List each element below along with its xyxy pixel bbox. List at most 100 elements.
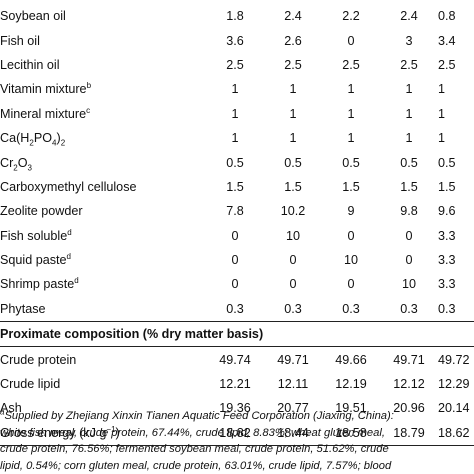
cell-value: 18.79	[380, 420, 438, 447]
cell-value: 20.77	[277, 401, 309, 416]
cell-value: 1	[438, 82, 446, 97]
cell-value: 2.5	[438, 57, 456, 72]
cell-value: 1	[405, 106, 413, 121]
cell-value: 0.8	[438, 9, 456, 24]
table-row: Fish solubled 0 10 0 0 3.3	[0, 224, 474, 248]
row-label-text: Ash	[0, 401, 22, 416]
row-label: Fish oil	[0, 28, 206, 52]
cell-value: 1.5	[284, 179, 302, 194]
cell-value: 2.4	[284, 9, 302, 24]
cell-value: 18.44	[264, 420, 322, 447]
table-row: Ca(H2PO4)2 1 1 1 1 1	[0, 126, 474, 150]
cell-value: 2.5	[284, 57, 302, 72]
cell-value: 1.5	[400, 179, 418, 194]
row-label-text: Squid paste	[0, 253, 67, 268]
cell-value: 18.58	[322, 420, 380, 447]
cell-value: 20.96	[393, 401, 425, 416]
footnote-text: Supplied by Zhejiang Xinxin Tianen Aquat…	[4, 410, 394, 422]
cell-value: 1	[231, 131, 239, 146]
cell-value: 12.12	[393, 377, 425, 392]
cell-value: 18.62	[438, 420, 474, 447]
table-row: Carboxymethyl cellulose 1.5 1.5 1.5 1.5 1.5	[0, 175, 474, 199]
cell-value: 12.29	[438, 377, 470, 392]
row-label: Shrimp pasted	[0, 272, 206, 296]
cell-value: 1	[289, 82, 297, 97]
row-label-text: Lecithin oil	[0, 57, 60, 72]
cell-value: 2.4	[400, 9, 418, 24]
table-row: Squid pasted 0 0 10 0 3.3	[0, 248, 474, 272]
cell-value: 1	[231, 82, 239, 97]
cell-value: 2.5	[400, 57, 418, 72]
table-row: Fish oil 3.6 2.6 0 3 3.4	[0, 28, 474, 52]
row-label-text: Zeolite powder	[0, 204, 83, 219]
cell-value: 0	[289, 277, 297, 292]
table-row: Crude lipid 12.21 12.11 12.19 12.12 12.29	[0, 372, 474, 396]
row-label-text: Carboxymethyl cellulose	[0, 179, 137, 194]
cell-value: 0.3	[226, 301, 244, 316]
row-label: Zeolite powder	[0, 199, 206, 223]
cropped-header-remnant: ′ ′ ′ ′ ′	[0, 0, 474, 4]
cell-value: 1	[289, 131, 297, 146]
footnote-ref: d	[66, 251, 71, 261]
table-footnote: aSupplied by Zhejiang Xinxin Tianen Aqua…	[0, 408, 474, 474]
row-label: Fish solubled	[0, 224, 206, 248]
cell-value: 19.51	[335, 401, 367, 416]
footnote-ref: c	[86, 105, 91, 115]
cell-value: 3	[405, 33, 413, 48]
cell-value: 0.5	[226, 155, 244, 170]
cell-value: 0	[347, 277, 355, 292]
row-label-text: Fish oil	[0, 33, 40, 48]
cell-value: 12.11	[277, 377, 309, 392]
footnote-ref: b	[86, 81, 92, 91]
cell-value: 1	[289, 106, 297, 121]
cell-value: 1.8	[226, 9, 244, 24]
proximate-section-header: Proximate composition (% dry matter basi…	[0, 321, 474, 347]
cell-value: 0.3	[284, 301, 302, 316]
row-label: Vitamin mixtureb	[0, 77, 206, 101]
row-label: Cr2O3	[0, 155, 32, 173]
footnote-line: white fish meal, crude protein, 67.44%, …	[0, 426, 385, 439]
cell-value: 20.14	[438, 401, 470, 416]
cell-value: 7.8	[226, 204, 244, 219]
row-label: Ash	[0, 396, 206, 420]
row-label: Phytase	[0, 297, 206, 322]
cell-value: 1	[438, 131, 446, 146]
cell-value: 2.2	[342, 9, 360, 24]
table-row: Shrimp pasted 0 0 0 10 3.3	[0, 272, 474, 296]
ingredients-body: Soybean oil 1.8 2.4 2.2 2.4 0.8 Fish oil 3.6 2.6…	[0, 4, 474, 322]
cell-value: 0.5	[438, 155, 456, 170]
table-row: Phytase 0.3 0.3 0.3 0.3 0.3	[0, 297, 474, 322]
row-label-text: Shrimp paste	[0, 277, 75, 292]
footnote-line: lipid, 0.54%; corn gluten meal, crude pr…	[0, 459, 392, 472]
footnote-line: aSupplied by Zhejiang Xinxin Tianen Aqua…	[0, 408, 474, 425]
cell-value: 10	[343, 253, 358, 268]
cell-value: 49.71	[380, 346, 438, 372]
cell-value: 12.19	[335, 377, 367, 392]
section-title: Proximate composition (% dry matter basi…	[0, 321, 474, 347]
cell-value: 9.6	[438, 204, 456, 219]
cell-value: 3.3	[438, 253, 456, 268]
cell-value: 1	[438, 106, 446, 121]
cell-value: 1.5	[342, 179, 360, 194]
cell-value: 2.5	[342, 57, 360, 72]
cell-value: 3.3	[438, 228, 456, 243]
cell-value: 1	[347, 82, 355, 97]
cell-value: 49.72	[438, 346, 474, 372]
cell-value: 0.5	[342, 155, 360, 170]
table-row: Cr2O3 0.5 0.5 0.5 0.5 0.5	[0, 150, 474, 174]
cell-value: 9	[347, 204, 355, 219]
footnote-line: crude protein, 76.56%; fermented soybean…	[0, 443, 389, 455]
cell-value: 49.74	[206, 346, 264, 372]
row-label-text: Crude protein	[0, 352, 77, 367]
cell-value: 12.21	[219, 377, 251, 392]
cell-value: 0.5	[400, 155, 418, 170]
cell-value: 0	[231, 228, 239, 243]
cell-value: 0	[231, 277, 239, 292]
row-label-text: Mineral mixture	[0, 106, 87, 121]
cell-value: 10.2	[280, 204, 306, 219]
cell-value: 0.3	[342, 301, 360, 316]
cell-value: 0	[405, 253, 413, 268]
table-row: Crude protein 49.74 49.71 49.66 49.71 49.72	[0, 346, 474, 372]
row-label: Gross energy (kJ g−1)	[0, 420, 206, 447]
cell-value: 0	[289, 253, 297, 268]
